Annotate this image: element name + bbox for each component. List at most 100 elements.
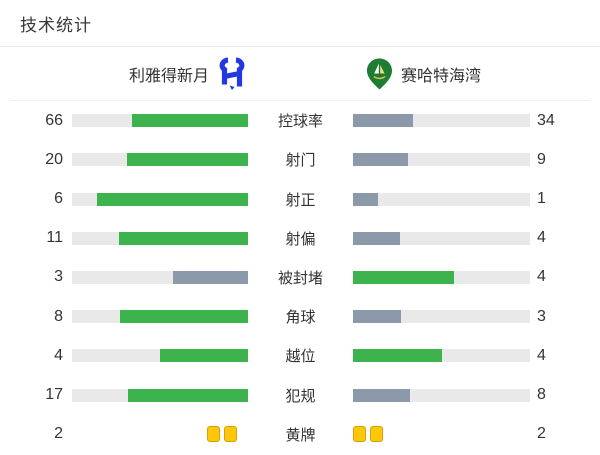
away-bar-area	[353, 153, 530, 167]
stats-list: 66 控球率 34 20 射门	[0, 101, 600, 454]
away-bar-area	[353, 349, 530, 363]
stat-label: 黄牌	[285, 426, 316, 444]
home-bar-track	[72, 153, 248, 167]
home-bar-area	[72, 388, 248, 402]
home-bar-track	[72, 310, 248, 324]
header-divider	[10, 100, 590, 101]
stat-label: 射门	[285, 152, 316, 170]
teams-header: 利雅得新月 赛哈特海湾	[0, 47, 600, 100]
away-bar-area	[353, 388, 530, 402]
title-bar: 技术统计	[0, 0, 600, 47]
away-bar-area	[353, 192, 530, 206]
home-bar-area	[72, 192, 248, 206]
stat-label: 角球	[285, 309, 316, 327]
home-bar-area	[72, 310, 248, 324]
home-bar-fill	[131, 114, 248, 128]
home-bar-area	[72, 270, 248, 284]
away-bar-fill	[353, 114, 414, 128]
away-bar-area	[353, 270, 530, 284]
away-value: 3	[537, 307, 546, 325]
away-value: 4	[537, 229, 546, 247]
away-bar-fill	[353, 231, 401, 245]
away-team-name: 赛哈特海湾	[401, 67, 482, 85]
home-value: 2	[54, 425, 63, 443]
away-cards	[353, 426, 530, 443]
away-value: 4	[537, 346, 546, 364]
away-bar-area	[353, 114, 530, 128]
home-bar-track	[72, 231, 248, 245]
home-bar-track	[72, 349, 248, 363]
away-value: 34	[537, 111, 555, 129]
home-bar-area	[72, 114, 248, 128]
home-bar-area	[72, 231, 248, 245]
yellow-card-icon	[207, 426, 220, 443]
home-bar-area	[72, 153, 248, 167]
page-title: 技术统计	[20, 15, 92, 35]
stat-row: 20 射门 9	[0, 140, 600, 179]
away-value: 8	[537, 386, 546, 404]
stat-row: 3 被封堵 4	[0, 258, 600, 297]
away-bar-fill	[353, 349, 442, 363]
home-bar-track	[72, 114, 248, 128]
away-bar-track	[353, 114, 530, 128]
home-bar-fill	[118, 231, 248, 245]
home-bar-track	[72, 192, 248, 206]
away-bar-fill	[353, 270, 455, 284]
stat-label: 被封堵	[277, 269, 323, 287]
home-value: 11	[46, 229, 63, 247]
home-bar-fill	[97, 192, 248, 206]
stat-row: 4 越位 4	[0, 336, 600, 375]
away-bar-track	[353, 310, 530, 324]
away-bar-track	[353, 153, 530, 167]
home-team-name: 利雅得新月	[128, 67, 209, 85]
stat-row: 11 射偏 4	[0, 219, 600, 258]
stat-row: 66 控球率 34	[0, 101, 600, 140]
stat-label: 犯规	[285, 387, 316, 405]
home-value: 6	[54, 190, 63, 208]
away-bar-track	[353, 270, 530, 284]
stat-row: 2 黄牌 2	[0, 415, 600, 454]
stat-label: 射正	[285, 191, 316, 209]
home-bar-area	[72, 349, 248, 363]
away-bar-track	[353, 349, 530, 363]
away-value: 9	[537, 150, 546, 168]
stat-label: 越位	[285, 348, 316, 366]
home-bar-area	[72, 426, 248, 443]
stat-row: 17 犯规 8	[0, 376, 600, 415]
away-bar-fill	[353, 388, 410, 402]
away-team-crest-icon	[367, 58, 392, 89]
home-value: 20	[45, 150, 63, 168]
away-bar-area	[353, 310, 530, 324]
yellow-card-icon	[370, 426, 383, 443]
home-cards	[72, 426, 248, 443]
home-value: 3	[54, 268, 63, 286]
home-value: 4	[54, 346, 63, 364]
away-team: 赛哈特海湾	[300, 58, 600, 90]
stat-row: 8 角球 3	[0, 297, 600, 336]
home-bar-track	[72, 270, 248, 284]
away-bar-fill	[353, 310, 402, 324]
away-bar-fill	[353, 192, 379, 206]
home-value: 8	[54, 307, 63, 325]
home-bar-fill	[128, 388, 248, 402]
away-bar-track	[353, 192, 530, 206]
yellow-card-icon	[224, 426, 237, 443]
away-bar-area	[353, 231, 530, 245]
stat-label: 控球率	[277, 113, 323, 131]
home-bar-fill	[120, 310, 248, 324]
away-value: 2	[537, 425, 546, 443]
away-bar-area	[353, 426, 530, 443]
home-value: 66	[45, 111, 63, 129]
home-value: 17	[45, 386, 63, 404]
away-value: 4	[537, 268, 546, 286]
stat-label: 射偏	[285, 230, 316, 248]
away-bar-track	[353, 231, 530, 245]
home-bar-track	[72, 388, 248, 402]
home-bar-fill	[160, 349, 248, 363]
stat-row: 6 射正 1	[0, 179, 600, 218]
away-value: 1	[537, 190, 546, 208]
home-team-crest-icon	[219, 57, 245, 90]
home-team: 利雅得新月	[0, 57, 300, 90]
away-bar-track	[353, 388, 530, 402]
